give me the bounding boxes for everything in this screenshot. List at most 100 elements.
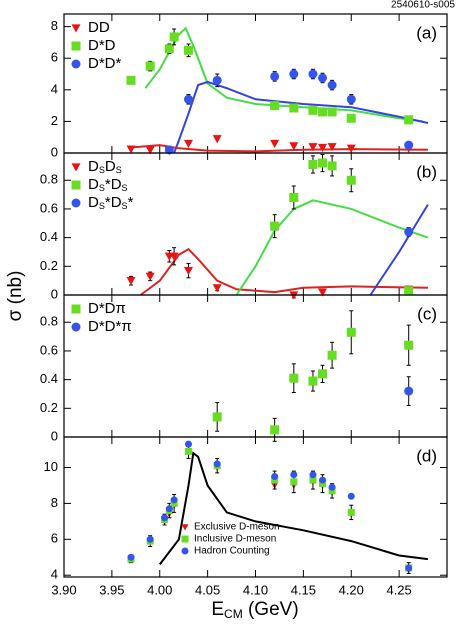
marker (270, 101, 280, 111)
panel-label: (b) (416, 162, 437, 181)
marker (319, 476, 327, 484)
legend-marker (181, 547, 189, 555)
marker (346, 113, 356, 123)
legend-label: Ds*Ds* (88, 194, 134, 211)
marker (126, 277, 136, 286)
legend-marker (71, 163, 81, 172)
model-curve (369, 204, 429, 296)
marker (290, 471, 298, 479)
y-tick-label: 2 (51, 113, 58, 128)
y-tick-label: 8 (51, 18, 58, 33)
legend-label: Exclusive D-meson (194, 522, 280, 533)
x-tick-label: 4.20 (339, 582, 364, 597)
marker (270, 71, 280, 81)
panel-label: (c) (417, 304, 437, 323)
marker (346, 175, 356, 185)
marker (164, 145, 174, 155)
marker (308, 69, 318, 79)
marker (145, 146, 155, 155)
y-tick-label: 10 (44, 459, 58, 474)
marker (318, 73, 328, 83)
legend-label: DsDs (88, 158, 122, 175)
y-axis-label: σ (nb) (5, 271, 26, 322)
marker (318, 107, 328, 117)
marker (170, 496, 178, 504)
model-curve (130, 144, 428, 153)
marker (183, 267, 193, 276)
marker (319, 480, 327, 488)
marker (327, 143, 337, 152)
y-tick-label: 4 (51, 567, 58, 582)
marker (404, 227, 414, 237)
y-tick-label: 0.6 (40, 200, 58, 215)
marker (184, 440, 192, 448)
marker (327, 161, 337, 171)
legend-label: D*D (88, 37, 116, 54)
marker (318, 143, 328, 152)
legend-marker (71, 59, 81, 69)
y-tick-label: 0.2 (40, 258, 58, 273)
figure-label: 2540610-s005 (391, 0, 455, 11)
legend-label: Inclusive D-meson (194, 534, 276, 545)
marker (126, 75, 136, 85)
model-curve (140, 247, 428, 296)
marker (347, 492, 355, 500)
marker (164, 44, 174, 54)
y-tick-label: 0.4 (40, 371, 58, 386)
marker (145, 61, 155, 71)
marker (404, 340, 414, 350)
y-tick-label: 0 (51, 428, 58, 443)
marker (289, 142, 299, 151)
marker (404, 386, 414, 396)
marker (146, 535, 154, 543)
y-tick-label: 0.6 (40, 342, 58, 357)
y-tick-label: 8 (51, 495, 58, 510)
marker (308, 159, 318, 169)
y-tick-label: 6 (51, 50, 58, 65)
marker (212, 284, 222, 293)
x-axis-label: ECM (GeV) (211, 599, 298, 621)
marker (127, 553, 135, 561)
marker (184, 447, 192, 455)
marker (346, 327, 356, 337)
marker (309, 476, 317, 484)
marker (212, 412, 222, 422)
marker (309, 471, 317, 479)
x-tick-label: 4.15 (291, 582, 316, 597)
legend-marker (71, 198, 81, 208)
marker (289, 373, 299, 383)
model-curve (159, 451, 429, 566)
legend-marker (71, 24, 81, 33)
model-curve (235, 199, 429, 296)
legend-marker (181, 535, 189, 543)
marker (327, 80, 337, 90)
marker (308, 376, 318, 386)
legend-label: D*D*π (88, 318, 132, 335)
marker (347, 508, 355, 516)
legend-marker (71, 41, 81, 51)
marker (165, 505, 173, 513)
marker (212, 75, 222, 85)
marker (161, 514, 169, 522)
marker (145, 272, 155, 281)
marker (318, 158, 328, 168)
marker (318, 369, 328, 379)
y-tick-label: 0 (51, 286, 58, 301)
marker (308, 105, 318, 115)
marker (328, 487, 336, 495)
legend-label: DD (88, 19, 110, 36)
marker (183, 139, 193, 149)
y-tick-label: 0.8 (40, 314, 58, 329)
marker (271, 476, 279, 484)
panel-label: (d) (416, 446, 437, 465)
marker (404, 115, 414, 125)
y-tick-label: 4 (51, 81, 58, 96)
marker (328, 483, 336, 491)
x-tick-label: 4.05 (195, 582, 220, 597)
marker (405, 564, 413, 572)
marker (126, 145, 136, 154)
marker (183, 45, 193, 55)
x-tick-label: 3.95 (99, 582, 124, 597)
